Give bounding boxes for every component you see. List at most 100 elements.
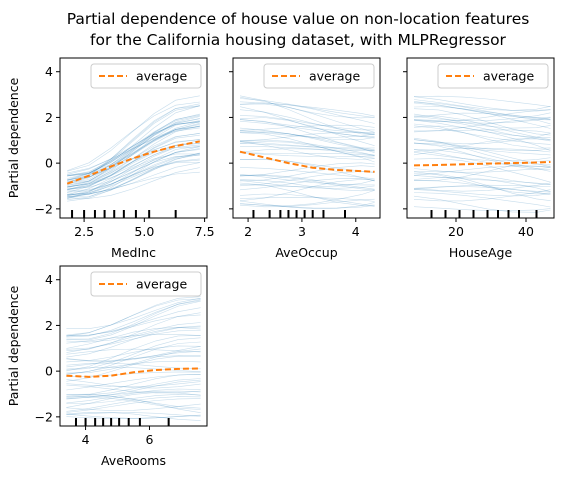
- medinc-legend-box: [90, 63, 202, 89]
- houseage-ice-line: [413, 112, 551, 122]
- figure-title-line-2: for the California housing dataset, with…: [90, 31, 507, 49]
- houseage-ice-line: [413, 102, 551, 120]
- houseage-ice-line: [413, 117, 551, 124]
- averooms-axes-frame: [59, 265, 208, 427]
- averooms-ice-line: [66, 325, 201, 353]
- averooms-ice-line: [66, 314, 201, 336]
- panel-averooms: 4 6 −2 0 2 4 AveRooms Partial dependence average: [6, 265, 208, 468]
- aveoccup-ice-line: [239, 200, 375, 210]
- aveoccup-legend: average: [263, 63, 375, 89]
- averooms-ice-line: [66, 393, 201, 404]
- houseage-ice-line: [413, 149, 551, 172]
- averooms-ice-line: [66, 392, 201, 408]
- houseage-ice-line: [413, 101, 551, 120]
- medinc-ice-line: [67, 127, 200, 174]
- houseage-ice-line: [413, 184, 551, 190]
- houseage-average-line: [413, 161, 551, 167]
- medinc-ice-line: [67, 139, 200, 191]
- averooms-ice-line: [66, 334, 201, 344]
- medinc-ice-line: [67, 132, 200, 190]
- aveoccup-ice-line: [239, 175, 375, 191]
- medinc-ice-line: [67, 146, 200, 199]
- medinc-legend: average: [90, 63, 202, 89]
- houseage-ice-line: [413, 96, 551, 112]
- averooms-ice-line: [66, 335, 201, 372]
- houseage-legend-box: [437, 63, 549, 89]
- averooms-ice-line: [66, 395, 201, 413]
- aveoccup-ice-line: [239, 148, 375, 156]
- averooms-ytick-label: −2: [35, 409, 53, 424]
- averooms-ice-line: [66, 374, 201, 391]
- averooms-ice-line: [66, 341, 201, 375]
- aveoccup-ice-line: [239, 158, 375, 182]
- houseage-ice-line: [413, 152, 551, 162]
- averooms-ice-line: [66, 299, 201, 340]
- medinc-plot-area: [66, 95, 200, 202]
- medinc-xtick-label: 7.5: [195, 224, 215, 239]
- medinc-ice-line: [67, 120, 200, 188]
- aveoccup-ice-line: [239, 102, 375, 124]
- averooms-average-line: [66, 367, 201, 378]
- averooms-ice-line: [66, 388, 201, 404]
- houseage-ice-line: [413, 95, 551, 107]
- medinc-ice-line: [67, 115, 200, 177]
- houseage-ice-line: [413, 99, 551, 111]
- aveoccup-ice-line: [239, 106, 375, 137]
- houseage-ice-line: [413, 139, 551, 151]
- aveoccup-ice-line: [239, 174, 375, 190]
- averooms-ice-line: [66, 312, 201, 351]
- houseage-ice-line: [413, 158, 551, 183]
- panel-aveoccup: 2 3 4 AveOccup average: [229, 57, 381, 260]
- averooms-ice-line: [66, 384, 201, 394]
- aveoccup-ice-line: [239, 146, 375, 151]
- medinc-ytick-label: 2: [45, 110, 53, 125]
- houseage-ice-line: [413, 189, 551, 202]
- medinc-ice-line: [67, 121, 200, 176]
- averooms-ice-line: [66, 330, 201, 350]
- medinc-ice-line: [67, 140, 200, 188]
- averooms-ice-line: [66, 379, 201, 389]
- medinc-axes-frame: [59, 57, 208, 219]
- houseage-ice-line: [413, 125, 551, 145]
- aveoccup-ice-line: [239, 178, 375, 202]
- averooms-ice-line: [66, 378, 201, 396]
- medinc-ice-line: [67, 105, 200, 176]
- figure-title-line-1: Partial dependence of house value on non…: [67, 10, 530, 28]
- averooms-ice-line: [66, 398, 201, 413]
- medinc-ice-line: [67, 162, 200, 195]
- medinc-ytick-label: −2: [35, 201, 53, 216]
- houseage-ice-line: [413, 173, 551, 201]
- aveoccup-ice-line: [239, 124, 375, 131]
- averooms-legend-box: [90, 271, 202, 297]
- aveoccup-axes-frame: [232, 57, 381, 219]
- medinc-ice-line: [67, 118, 200, 175]
- averooms-plot-area: [66, 296, 201, 421]
- averooms-ice-line: [66, 322, 201, 343]
- medinc-average-line: [66, 140, 200, 185]
- medinc-ice-line: [67, 153, 200, 192]
- medinc-ice-line: [67, 158, 200, 196]
- medinc-ice-line: [67, 126, 200, 190]
- houseage-ice-line: [413, 123, 551, 149]
- houseage-ice-line: [413, 171, 551, 195]
- medinc-ice-line: [67, 154, 200, 198]
- averooms-legend: average: [90, 271, 202, 297]
- houseage-ice-line: [413, 115, 551, 140]
- aveoccup-plot-area: [239, 95, 375, 210]
- averooms-ice-line: [66, 298, 201, 337]
- averooms-ice-line: [66, 374, 201, 397]
- houseage-ice-line: [413, 133, 551, 145]
- averooms-ice-line: [66, 393, 201, 409]
- medinc-ice-line: [67, 153, 200, 193]
- medinc-ice-line: [67, 159, 200, 202]
- aveoccup-ice-line: [239, 141, 375, 160]
- houseage-xtick-label: 20: [448, 224, 464, 239]
- averooms-ice-line: [66, 297, 201, 330]
- medinc-ice-line: [67, 125, 200, 180]
- averooms-ice-line: [66, 307, 201, 337]
- aveoccup-xtick-label: 4: [352, 224, 360, 239]
- houseage-ice-line: [413, 125, 551, 151]
- aveoccup-ice-line: [239, 115, 375, 131]
- medinc-ytick-label: 4: [45, 64, 53, 79]
- aveoccup-ice-line: [239, 203, 375, 209]
